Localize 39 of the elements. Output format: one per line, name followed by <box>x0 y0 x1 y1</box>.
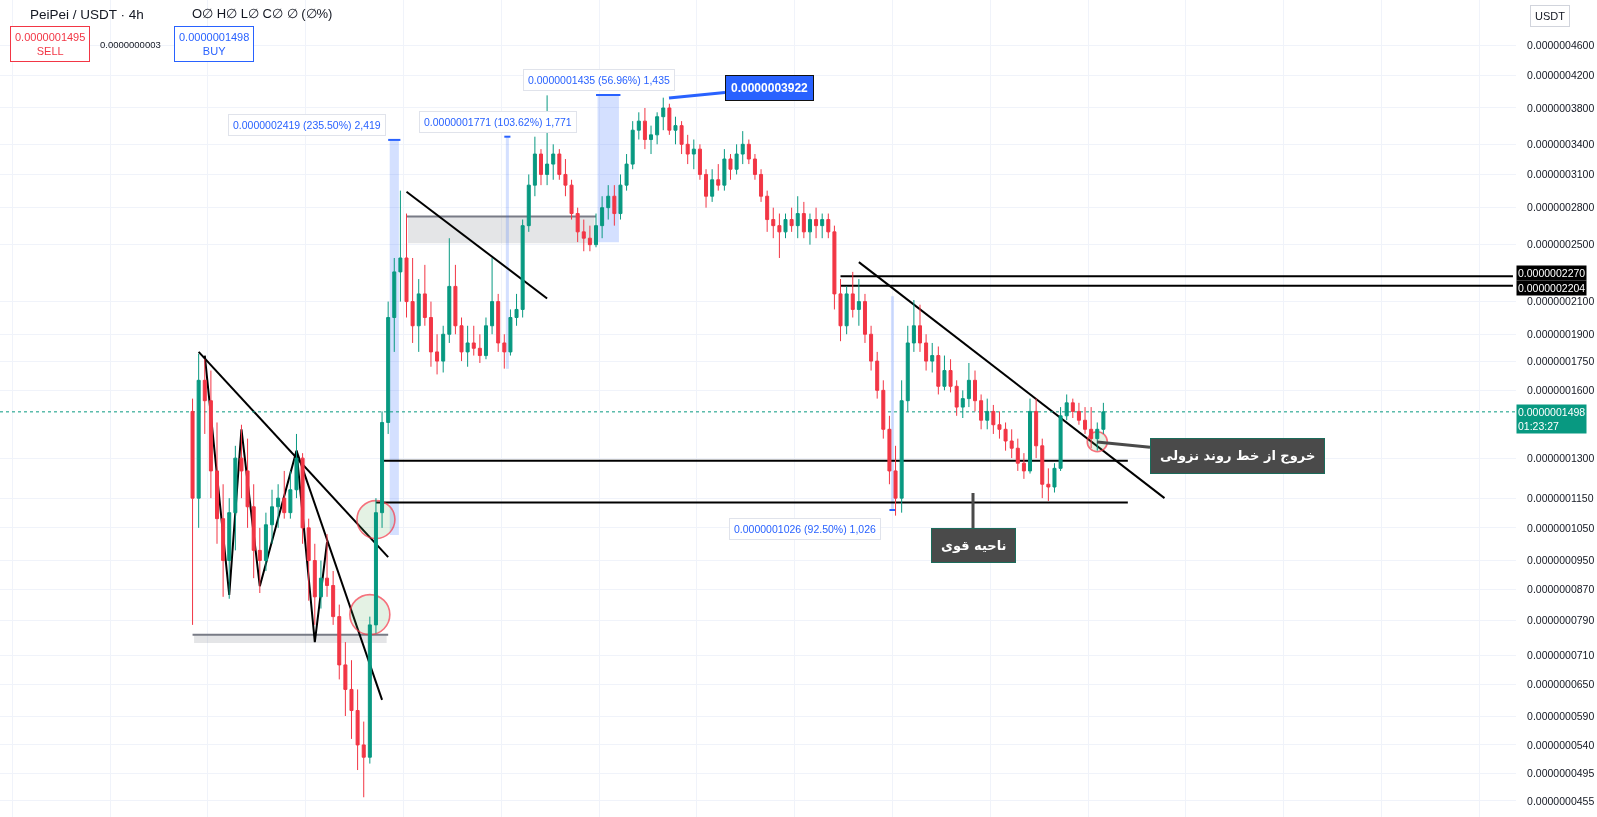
y-tick-label: 0.0000004200 <box>1527 69 1595 81</box>
annotation: ناحیه قوی <box>941 538 1007 553</box>
annotation: خروج از خط روند نزولی <box>1160 448 1316 464</box>
y-tick-label: 0.0000001750 <box>1527 354 1595 367</box>
y-tick-label: 0.0000000870 <box>1527 582 1595 595</box>
ref-line-label: 0.0000001498 01:23:27 <box>1518 406 1586 432</box>
y-tick-label: 0.0000003400 <box>1527 137 1595 150</box>
text: PeiPei / USDT · 4h <box>30 6 144 22</box>
y-tick-label: 0.0000000495 <box>1527 766 1595 779</box>
series-label: 0.0000002270 <box>1518 267 1586 279</box>
y-tick-label: 0.0000004600 <box>1527 39 1595 52</box>
series-label: 0.0000001026 (92.50%) 1,026 <box>734 523 877 535</box>
y-tick-label: 0.0000000790 <box>1527 614 1595 627</box>
annotation: 0.0000003922 <box>731 81 809 95</box>
annotation: 0.0000000003 <box>100 39 161 50</box>
y-tick-label: 0.0000000590 <box>1527 709 1595 722</box>
series-label: 0.0000001771 (103.62%) 1,771 <box>424 116 572 128</box>
y-tick-label: 0.0000000455 <box>1527 794 1595 807</box>
y-tick-label: 0.0000002800 <box>1527 201 1595 214</box>
annotation: 0.0000001495 SELL <box>15 31 86 58</box>
y-tick-label: 0.0000000950 <box>1527 554 1595 567</box>
y-tick-label: 0.0000000650 <box>1527 678 1595 691</box>
y-tick-label: 0.0000002500 <box>1527 238 1595 251</box>
y-tick-label: 0.0000001300 <box>1527 451 1595 464</box>
y-tick-label: 0.0000000540 <box>1527 738 1595 751</box>
y-tick-label: 0.0000002100 <box>1527 295 1595 308</box>
annotation: 0.0000001498 BUY <box>179 31 250 58</box>
series-label: 0.0000002204 <box>1518 282 1586 294</box>
y-tick-label: 0.0000001900 <box>1527 327 1595 340</box>
text: USDT <box>1535 10 1566 22</box>
y-tick-label: 0.0000001150 <box>1527 491 1594 504</box>
series-label: 0.0000002419 (235.50%) 2,419 <box>233 119 381 131</box>
y-tick-label: 0.0000001600 <box>1527 384 1595 397</box>
text: O∅ H∅ L∅ C∅ ∅ (∅%) <box>192 6 333 21</box>
y-tick-label: 0.0000003100 <box>1527 168 1595 181</box>
y-tick-label: 0.0000000710 <box>1527 649 1595 662</box>
y-tick-label: 0.0000003800 <box>1527 101 1595 114</box>
y-tick-label: 0.0000001050 <box>1527 521 1595 534</box>
series-label: 0.0000001435 (56.96%) 1,435 <box>528 74 671 86</box>
